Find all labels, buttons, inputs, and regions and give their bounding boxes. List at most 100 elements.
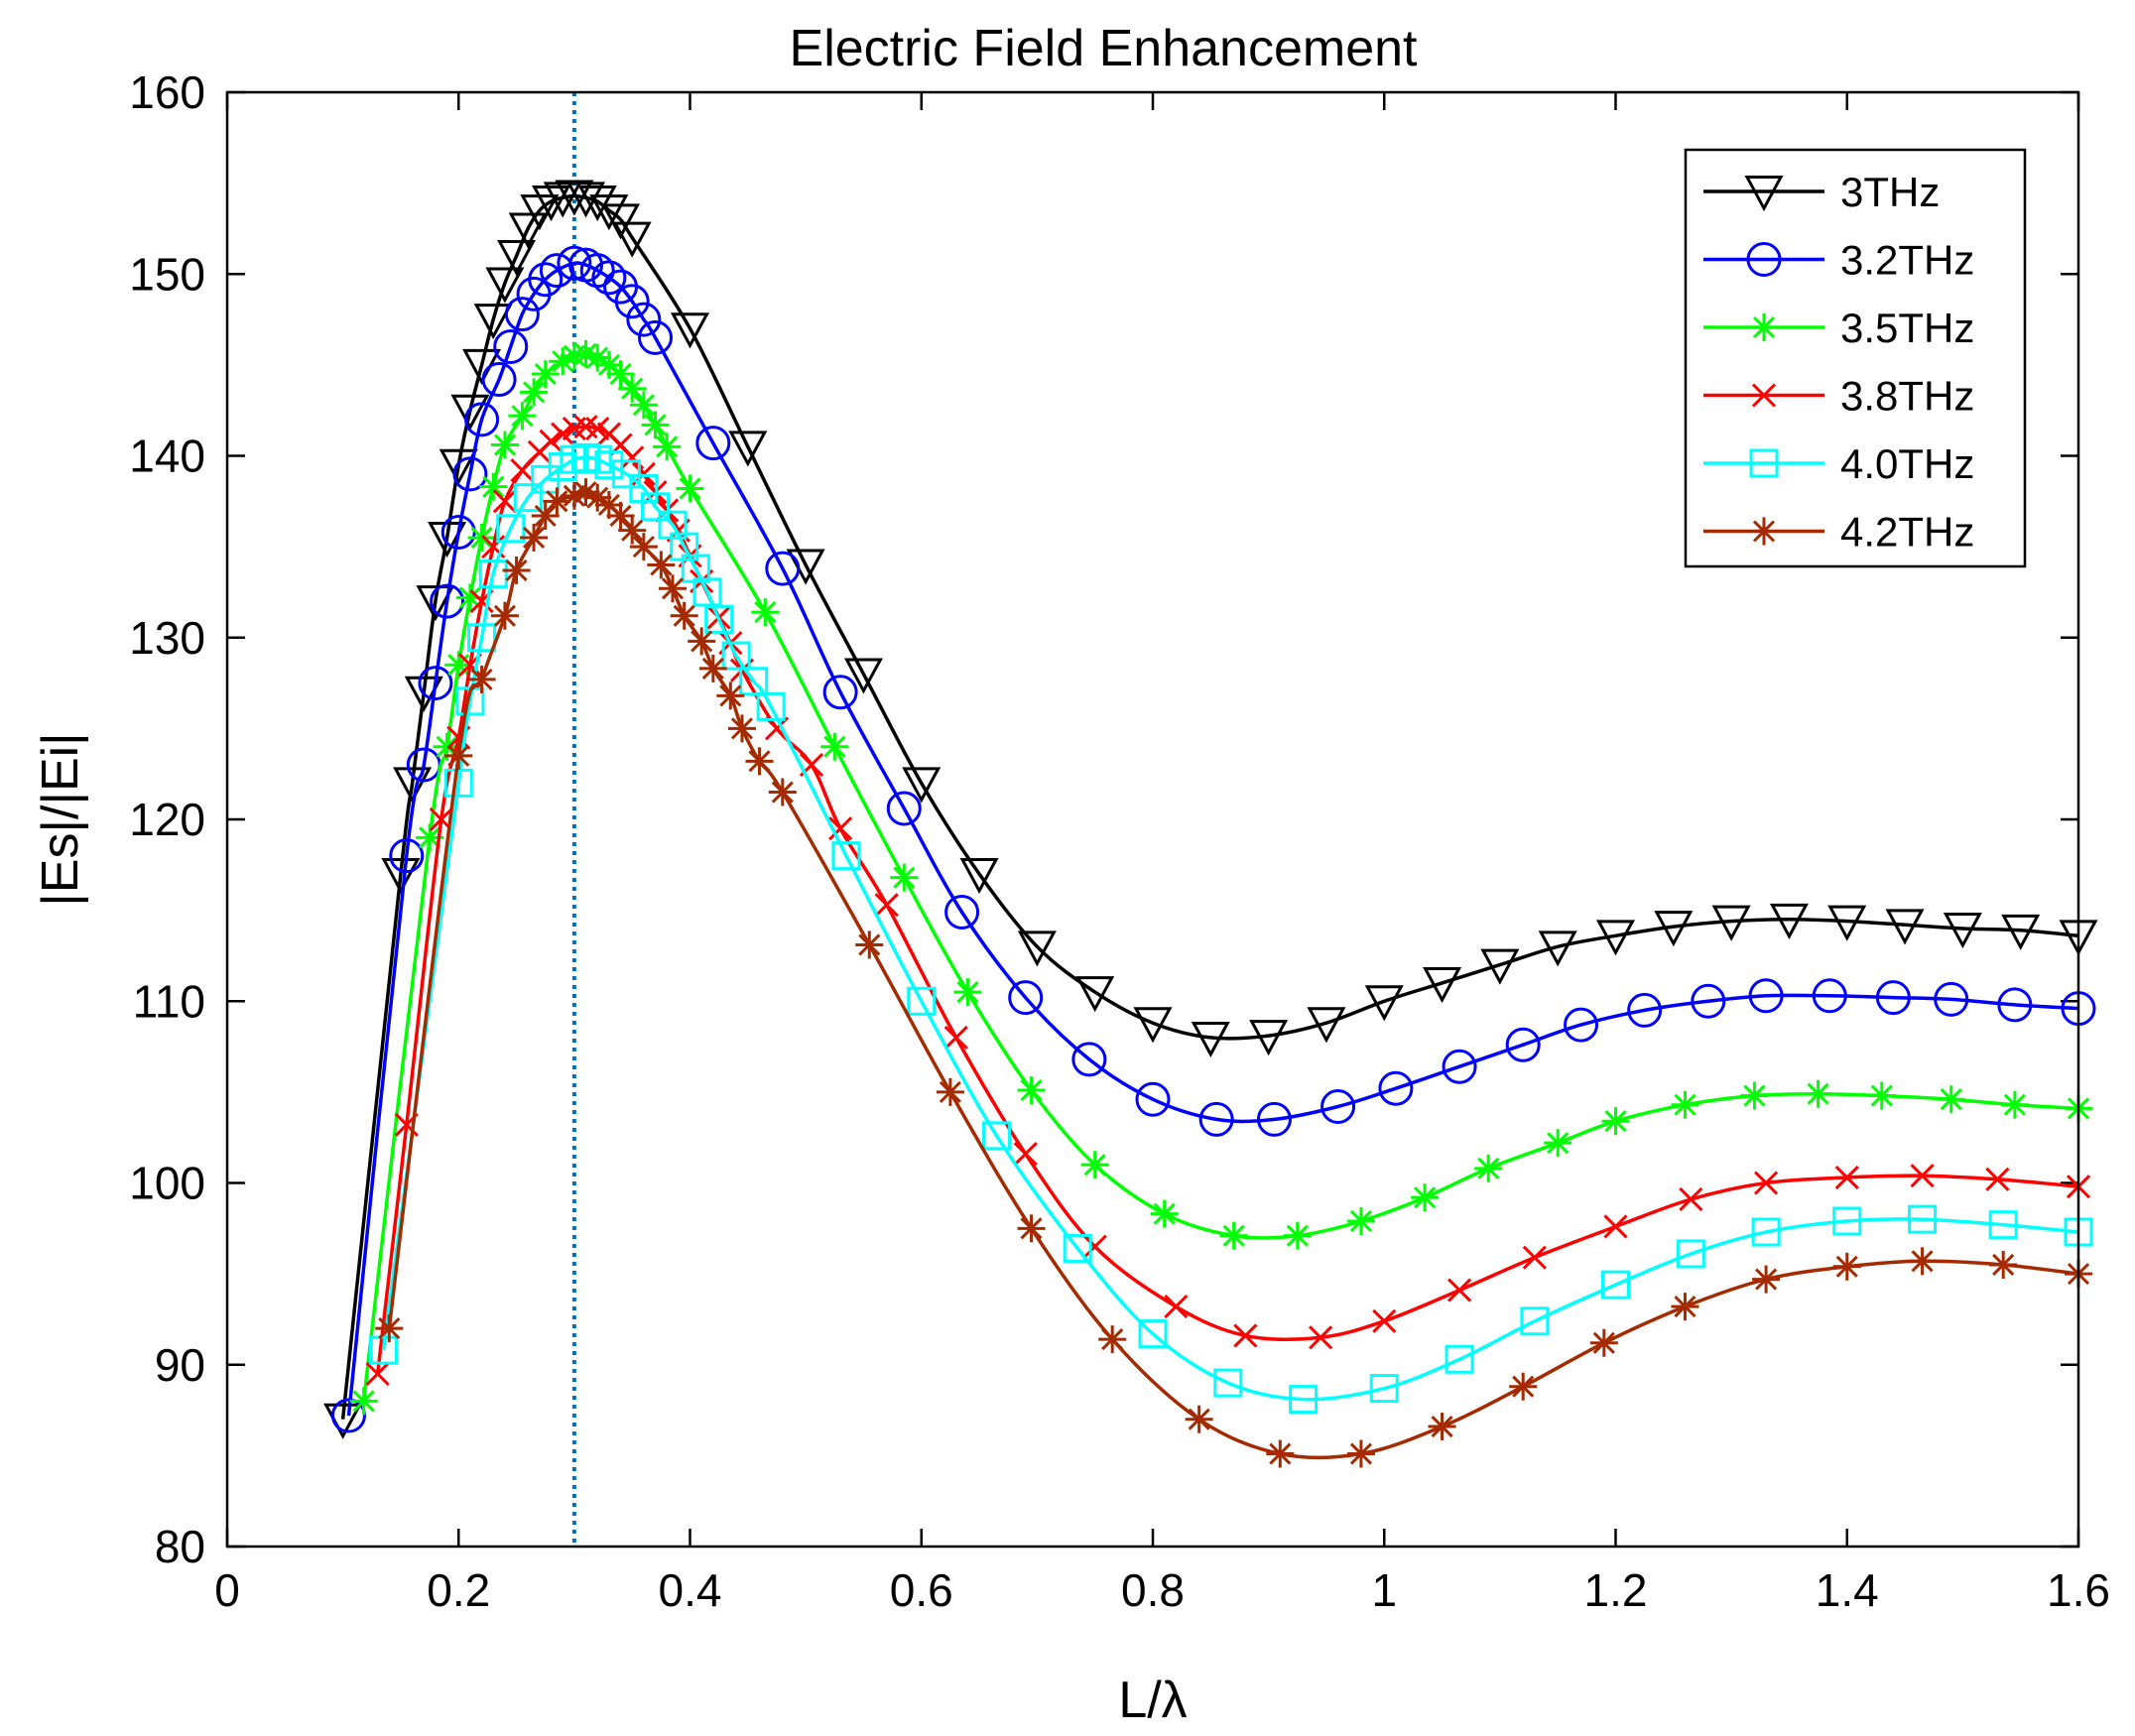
data-point: [1748, 978, 1784, 1014]
marker-stroke: [492, 489, 517, 514]
legend-marker: [1749, 448, 1779, 478]
y-tick-label: 150: [129, 248, 205, 300]
legend-marker: [1746, 242, 1782, 277]
legend-label: 4.0THz: [1840, 440, 1974, 487]
data-point: [549, 347, 577, 376]
data-point: [1372, 1308, 1397, 1333]
data-point: [591, 260, 627, 296]
data-point: [1654, 911, 1694, 947]
chart-title: Electric Field Enhancement: [790, 20, 1419, 77]
data-point: [520, 378, 549, 407]
data-point: [493, 329, 529, 365]
data-point: [676, 474, 704, 503]
data-point: [1364, 985, 1404, 1022]
series-3.5THz: [349, 339, 2092, 1416]
legend-label: 3THz: [1840, 169, 1940, 215]
data-point: [1164, 1295, 1189, 1319]
data-point: [375, 1314, 404, 1343]
data-point: [1564, 1007, 1599, 1043]
x-tick-label: 0: [214, 1564, 240, 1616]
data-point: [1307, 1007, 1346, 1044]
data-point: [1867, 1081, 1896, 1110]
data-point: [1989, 1250, 2018, 1279]
data-point: [698, 654, 727, 682]
series-line: [381, 455, 2079, 1402]
data-point: [1071, 1042, 1107, 1077]
data-point: [594, 350, 623, 379]
data-point: [670, 601, 698, 630]
legend: 3THz 3.2THz 3.5THz 3.8THz 4.0THz 4.2THz: [1684, 148, 2027, 568]
data-point: [1198, 1101, 1234, 1137]
data-point: [467, 623, 497, 653]
data-point: [874, 893, 899, 918]
legend-item: 3THz: [1703, 169, 1940, 215]
data-point: [1943, 913, 1982, 949]
data-point: [571, 478, 600, 507]
data-point: [504, 297, 540, 332]
data-point: [1601, 1270, 1630, 1300]
y-tick-label: 100: [129, 1158, 205, 1209]
data-point: [1544, 1129, 1572, 1158]
data-point: [490, 431, 519, 459]
data-point: [626, 302, 662, 337]
data-point: [756, 691, 786, 721]
marker-stroke: [429, 806, 453, 832]
marker-stroke: [585, 416, 610, 441]
data-point: [508, 212, 548, 249]
x-axis-title: L/λ: [1118, 1672, 1187, 1729]
data-point: [594, 450, 624, 480]
data-point: [416, 585, 455, 622]
y-tick-label: 120: [129, 794, 205, 845]
data-point: [531, 501, 560, 530]
marker-stroke: [1679, 1186, 1703, 1212]
data-point: [1017, 1076, 1046, 1105]
data-point: [982, 1121, 1012, 1151]
y-tick-label: 140: [129, 431, 205, 482]
data-point: [855, 930, 884, 959]
data-point: [1769, 903, 1809, 939]
data-point: [467, 523, 496, 552]
data-point: [585, 416, 610, 441]
data-point: [828, 816, 853, 841]
data-point: [843, 658, 883, 694]
data-point: [721, 641, 751, 671]
data-point: [641, 492, 671, 522]
data-point: [618, 516, 647, 545]
data-point: [467, 665, 496, 693]
data-point: [1603, 1214, 1628, 1239]
data-point: [618, 374, 647, 403]
data-point: [1249, 1020, 1289, 1056]
data-point: [1017, 930, 1057, 967]
data-point: [543, 487, 571, 516]
data-point: [2001, 914, 2041, 950]
data-point: [1832, 1252, 1861, 1281]
marker-stroke: [1522, 1245, 1547, 1270]
x-tick-label: 0.6: [890, 1564, 953, 1616]
data-point: [1474, 1154, 1503, 1182]
data-point: [443, 768, 473, 798]
data-point: [1679, 1186, 1703, 1212]
data-point: [2000, 1090, 2029, 1119]
marker-stroke: [573, 415, 598, 439]
y-tick-label: 110: [133, 975, 205, 1027]
data-point: [768, 778, 797, 806]
data-point: [1138, 1319, 1168, 1349]
data-point: [612, 221, 652, 258]
marker-stroke: [539, 429, 564, 453]
data-point: [1827, 905, 1867, 941]
data-point: [452, 456, 488, 492]
marker-stroke: [1754, 1171, 1779, 1195]
legend-label: 3.8THz: [1840, 373, 1974, 420]
legend-item: 3.8THz: [1703, 373, 1974, 420]
series-4.2THz: [375, 478, 2092, 1468]
data-point: [728, 431, 768, 467]
marker-stroke: [551, 422, 575, 446]
data-point: [1908, 1247, 1937, 1276]
data-point: [1910, 1164, 1935, 1188]
data-point: [704, 604, 734, 634]
data-point: [490, 601, 519, 630]
data-point: [1283, 1221, 1312, 1250]
data-point: [1185, 1405, 1213, 1433]
legend-label: 3.5THz: [1840, 305, 1974, 351]
data-point: [1191, 1021, 1230, 1058]
